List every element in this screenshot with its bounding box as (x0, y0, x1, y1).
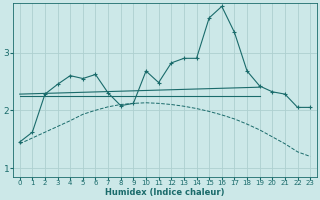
X-axis label: Humidex (Indice chaleur): Humidex (Indice chaleur) (105, 188, 225, 197)
